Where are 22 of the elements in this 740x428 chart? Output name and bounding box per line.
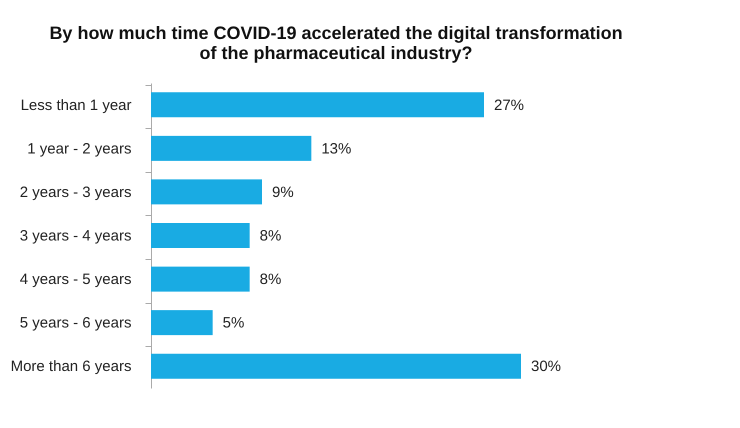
bar bbox=[151, 310, 213, 336]
data-label: 8% bbox=[260, 271, 282, 288]
data-label: 9% bbox=[272, 184, 294, 201]
bar bbox=[151, 179, 262, 204]
data-label: 27% bbox=[494, 96, 524, 114]
y-tick-label: 2 years - 3 years bbox=[20, 184, 132, 201]
y-tick-label: 1 year - 2 years bbox=[27, 140, 132, 158]
data-label: 30% bbox=[531, 358, 562, 376]
bar bbox=[151, 92, 484, 118]
chart-title: By how much time COVID-19 accelerated the digital transformation of the pharmaceutical industry? bbox=[49, 23, 623, 63]
data-label: 13% bbox=[321, 140, 352, 158]
data-label: 5% bbox=[222, 314, 244, 332]
data-label: 8% bbox=[260, 228, 282, 244]
y-tick-label: More than 6 years bbox=[10, 358, 132, 376]
bar bbox=[151, 266, 250, 292]
bar bbox=[151, 136, 312, 161]
bar bbox=[151, 223, 250, 248]
y-tick-label: 4 years - 5 years bbox=[20, 271, 132, 288]
y-tick-label: 5 years - 6 years bbox=[20, 314, 132, 332]
y-tick-label: 3 years - 4 years bbox=[20, 228, 132, 244]
bar bbox=[151, 354, 521, 379]
y-tick-label: Less than 1 year bbox=[20, 96, 132, 114]
